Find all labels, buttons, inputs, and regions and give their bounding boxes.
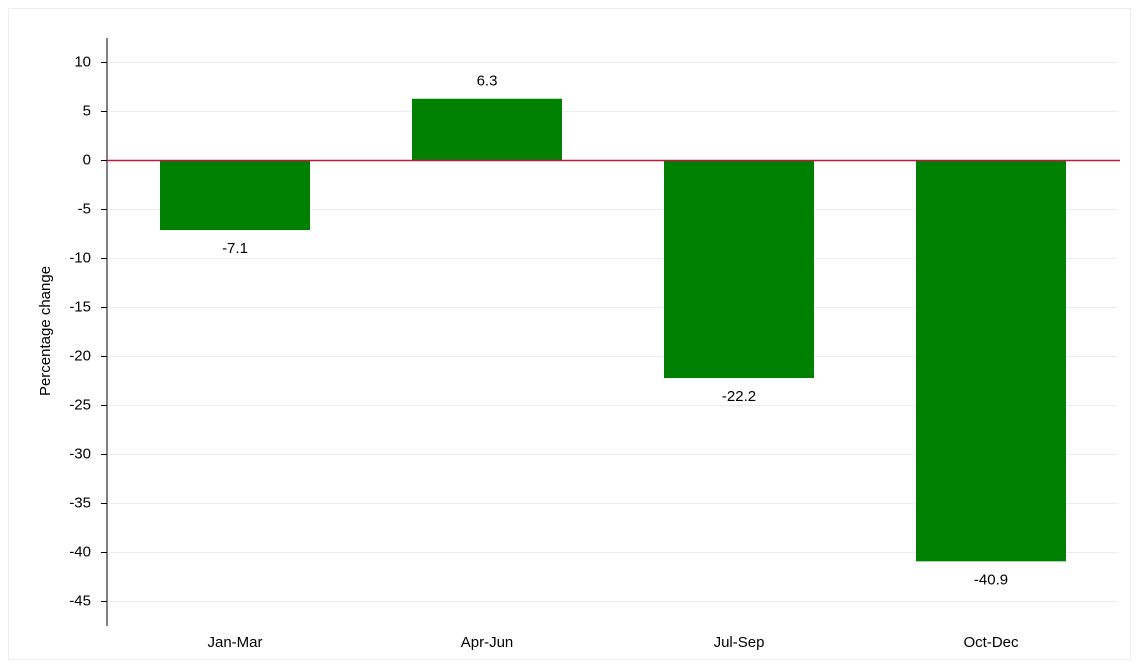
data-label: -40.9 xyxy=(974,571,1008,588)
y-axis-label: Percentage change xyxy=(37,266,54,396)
y-tick-label: -30 xyxy=(69,445,91,462)
data-label: -7.1 xyxy=(222,240,248,257)
y-tick-label: -10 xyxy=(69,249,91,266)
y-tick-label: 0 xyxy=(83,151,91,168)
y-tick-label: -15 xyxy=(69,298,91,315)
y-tick-label: -20 xyxy=(69,347,91,364)
y-tick-label: 5 xyxy=(83,102,91,119)
y-tick-label: -5 xyxy=(78,200,91,217)
bar xyxy=(664,160,814,379)
y-tick-label: -40 xyxy=(69,543,91,560)
y-tick-label: -35 xyxy=(69,494,91,511)
data-label: -22.2 xyxy=(722,388,756,405)
bar xyxy=(412,98,562,161)
bar xyxy=(160,160,310,231)
data-label: 6.3 xyxy=(477,73,498,90)
x-tick-label: Jul-Sep xyxy=(714,634,765,651)
bar xyxy=(916,160,1066,562)
x-tick-label: Apr-Jun xyxy=(461,634,514,651)
x-tick-label: Oct-Dec xyxy=(963,634,1019,651)
y-tick-label: -25 xyxy=(69,396,91,413)
y-tick-label: -45 xyxy=(69,592,91,609)
y-tick-label: 10 xyxy=(74,53,91,70)
x-tick-label: Jan-Mar xyxy=(207,634,262,651)
